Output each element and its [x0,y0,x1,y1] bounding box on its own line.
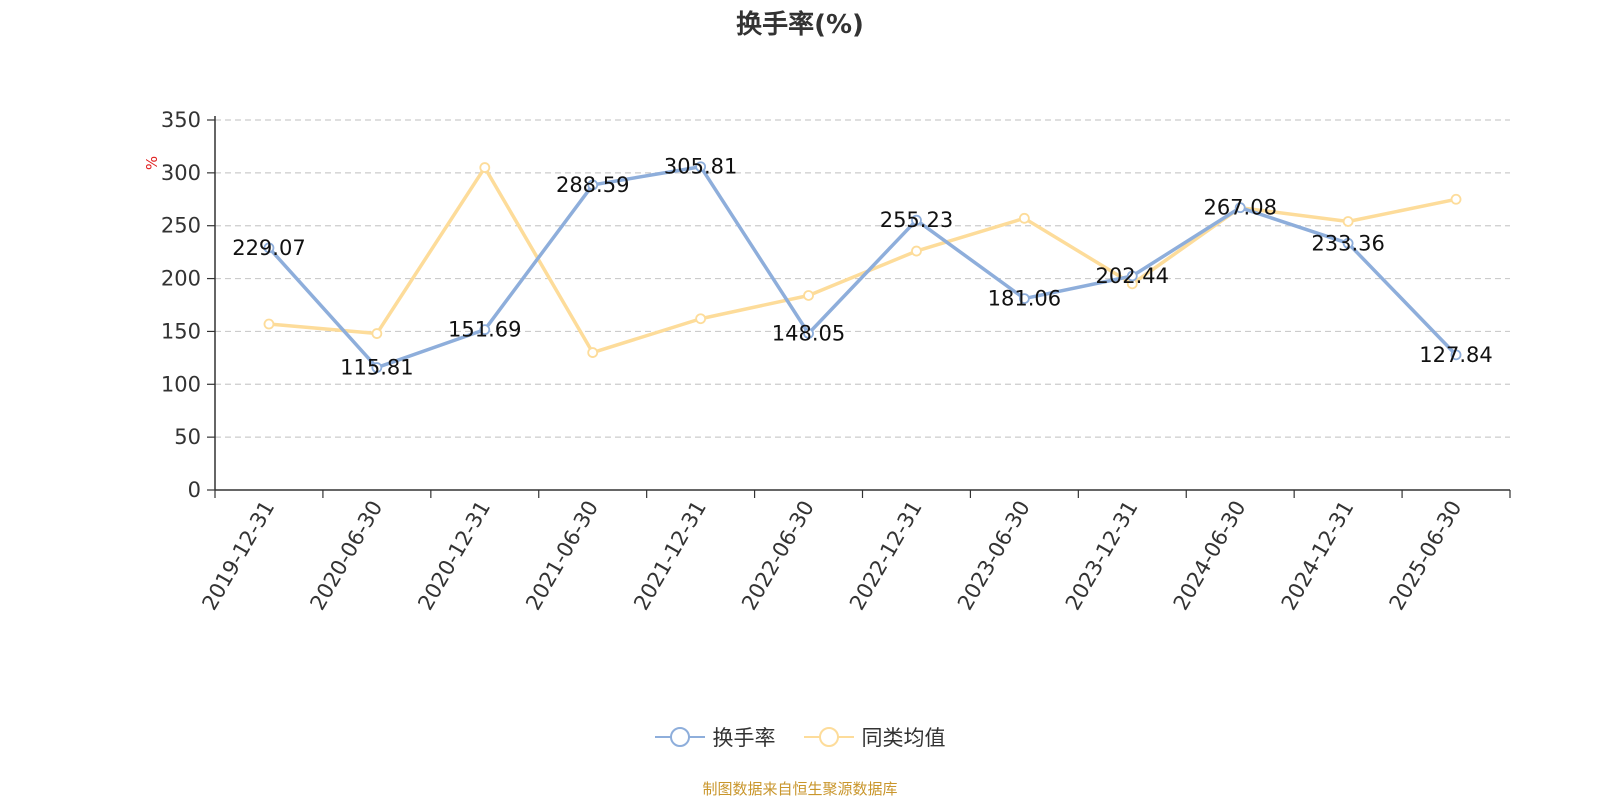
data-label: 127.84 [1419,343,1492,367]
y-tick-label: 0 [188,478,201,502]
x-tick-label: 2021-12-31 [629,497,711,615]
data-label: 288.59 [556,173,629,197]
x-tick-label: 2020-06-30 [305,497,387,615]
data-point-series-1 [1450,349,1462,361]
data-point-series-1 [263,242,275,254]
data-point-series-2 [1450,193,1462,205]
data-point-series-2 [263,318,275,330]
series-line-1 [267,164,1458,370]
legend-label-series-2: 同类均值 [861,726,946,750]
data-label: 115.81 [340,356,413,380]
legend: 换手率 同类均值 [0,722,1600,752]
data-point-series-1 [1342,237,1354,249]
data-point-series-2 [695,313,707,325]
y-axis-unit-label: % [143,156,161,170]
data-point-series-2 [371,328,383,339]
legend-item-series-2[interactable]: 同类均值 [803,722,946,752]
data-point-series-1 [1234,202,1246,214]
data-point-series-1 [1126,270,1138,282]
data-point-series-2 [911,245,922,257]
y-tick-label: 200 [161,267,201,291]
legend-label-series-1: 换手率 [712,726,776,750]
data-point-series-2 [479,162,491,173]
data-point-series-1 [479,324,491,336]
data-label: 229.07 [232,236,305,260]
data-point-series-1 [695,161,707,173]
data-point-series-1 [803,328,814,339]
data-point-series-1 [371,362,383,373]
legend-item-series-1[interactable]: 换手率 [654,722,776,752]
chart-title: 换手率(%) [736,10,864,40]
y-tick-label: 150 [161,319,201,343]
legend-swatch-series-2-icon [803,727,854,747]
x-tick-label: 2021-06-30 [521,497,603,615]
x-tick-label: 2024-06-30 [1169,497,1251,615]
data-label: 305.81 [664,155,737,179]
x-tick-label: 2019-12-31 [197,497,279,615]
source-note: 制图数据来自恒生聚源数据库 [702,780,898,798]
y-tick-label: 300 [161,161,201,185]
data-label: 267.08 [1203,196,1276,220]
data-point-series-2 [1342,216,1354,227]
data-point-series-1 [587,179,599,191]
data-label: 148.05 [772,321,845,345]
data-label: 181.06 [988,287,1061,311]
data-point-series-1 [1018,293,1030,304]
x-tick-label: 2023-12-31 [1061,497,1143,615]
y-tick-label: 50 [174,425,201,449]
y-tick-label: 350 [161,108,201,132]
y-tick-label: 250 [161,214,201,238]
series-line-2 [268,165,1457,355]
x-tick-label: 2020-12-31 [413,496,495,614]
x-tick-label: 2024-12-31 [1277,497,1359,615]
data-point-series-1 [911,214,922,226]
x-tick-label: 2023-06-30 [953,497,1035,615]
x-tick-label: 2022-12-31 [845,496,927,614]
x-tick-label: 2022-06-30 [737,497,819,615]
legend-swatch-series-1-icon [654,727,705,747]
x-tick-label: 2025-06-30 [1385,497,1467,615]
data-point-series-2 [803,290,814,301]
data-point-series-2 [1018,212,1030,224]
data-point-series-2 [587,347,599,358]
y-tick-label: 100 [161,372,201,396]
data-label: 233.36 [1311,231,1384,255]
data-label: 255.23 [880,208,953,232]
data-label: 202.44 [1096,264,1169,288]
data-label: 151.69 [448,318,521,342]
